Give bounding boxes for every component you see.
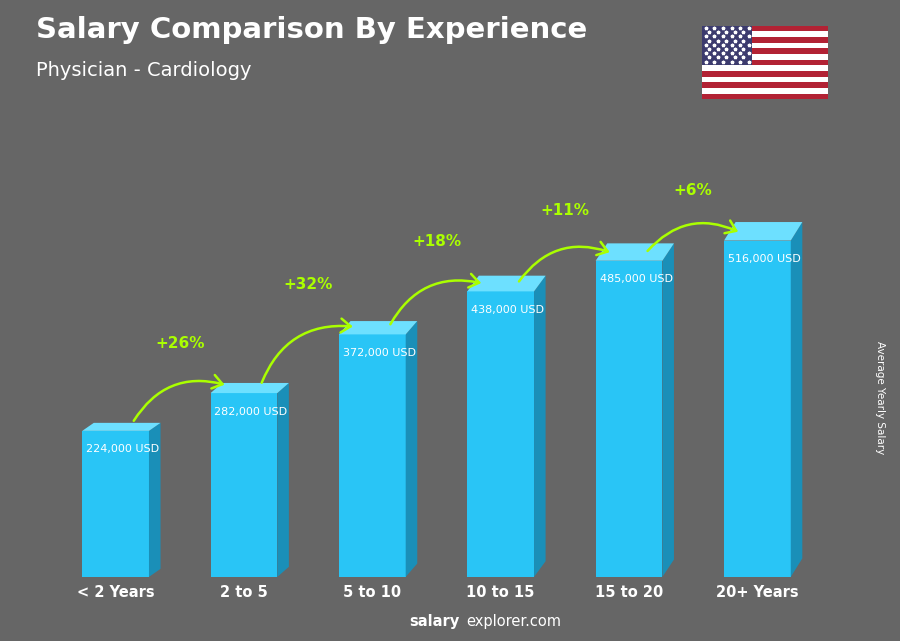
Bar [702, 31, 828, 37]
Bar [702, 54, 828, 60]
Polygon shape [791, 222, 802, 577]
Text: +6%: +6% [674, 183, 713, 198]
Text: salary: salary [410, 615, 460, 629]
Bar [702, 26, 828, 31]
Bar [702, 71, 828, 77]
Polygon shape [534, 276, 545, 577]
Bar [467, 292, 534, 577]
Polygon shape [406, 321, 418, 577]
Bar [702, 77, 828, 82]
Bar [702, 48, 828, 54]
Polygon shape [82, 423, 160, 431]
Text: 372,000 USD: 372,000 USD [343, 348, 416, 358]
Text: +32%: +32% [284, 277, 333, 292]
Bar [702, 60, 828, 65]
Bar [702, 88, 828, 94]
Polygon shape [211, 383, 289, 393]
FancyArrowPatch shape [134, 375, 222, 421]
Text: 516,000 USD: 516,000 USD [728, 254, 801, 264]
Polygon shape [149, 423, 160, 577]
Text: +11%: +11% [540, 203, 590, 219]
FancyArrowPatch shape [519, 242, 608, 281]
Bar [339, 335, 406, 577]
Text: Salary Comparison By Experience: Salary Comparison By Experience [36, 16, 587, 44]
Polygon shape [596, 244, 674, 261]
Bar [702, 94, 828, 99]
Text: +26%: +26% [155, 336, 204, 351]
Bar [702, 26, 752, 65]
Bar [724, 240, 791, 577]
Bar [702, 65, 828, 71]
Text: 438,000 USD: 438,000 USD [472, 305, 544, 315]
Polygon shape [467, 276, 545, 292]
Text: 282,000 USD: 282,000 USD [214, 406, 288, 417]
FancyArrowPatch shape [648, 221, 736, 251]
FancyArrowPatch shape [391, 274, 479, 324]
Text: explorer.com: explorer.com [466, 615, 562, 629]
Polygon shape [339, 321, 418, 335]
Polygon shape [662, 244, 674, 577]
FancyArrowPatch shape [262, 319, 351, 383]
Polygon shape [724, 222, 802, 240]
Bar [702, 37, 828, 43]
Polygon shape [277, 383, 289, 577]
Bar [702, 82, 828, 88]
Text: Average Yearly Salary: Average Yearly Salary [875, 341, 886, 454]
Bar [702, 43, 828, 48]
Text: Physician - Cardiology: Physician - Cardiology [36, 61, 251, 80]
Bar [211, 393, 277, 577]
Bar [82, 431, 149, 577]
Text: +18%: +18% [412, 234, 461, 249]
Text: 224,000 USD: 224,000 USD [86, 444, 159, 454]
Text: 485,000 USD: 485,000 USD [599, 274, 672, 284]
Bar [596, 261, 662, 577]
